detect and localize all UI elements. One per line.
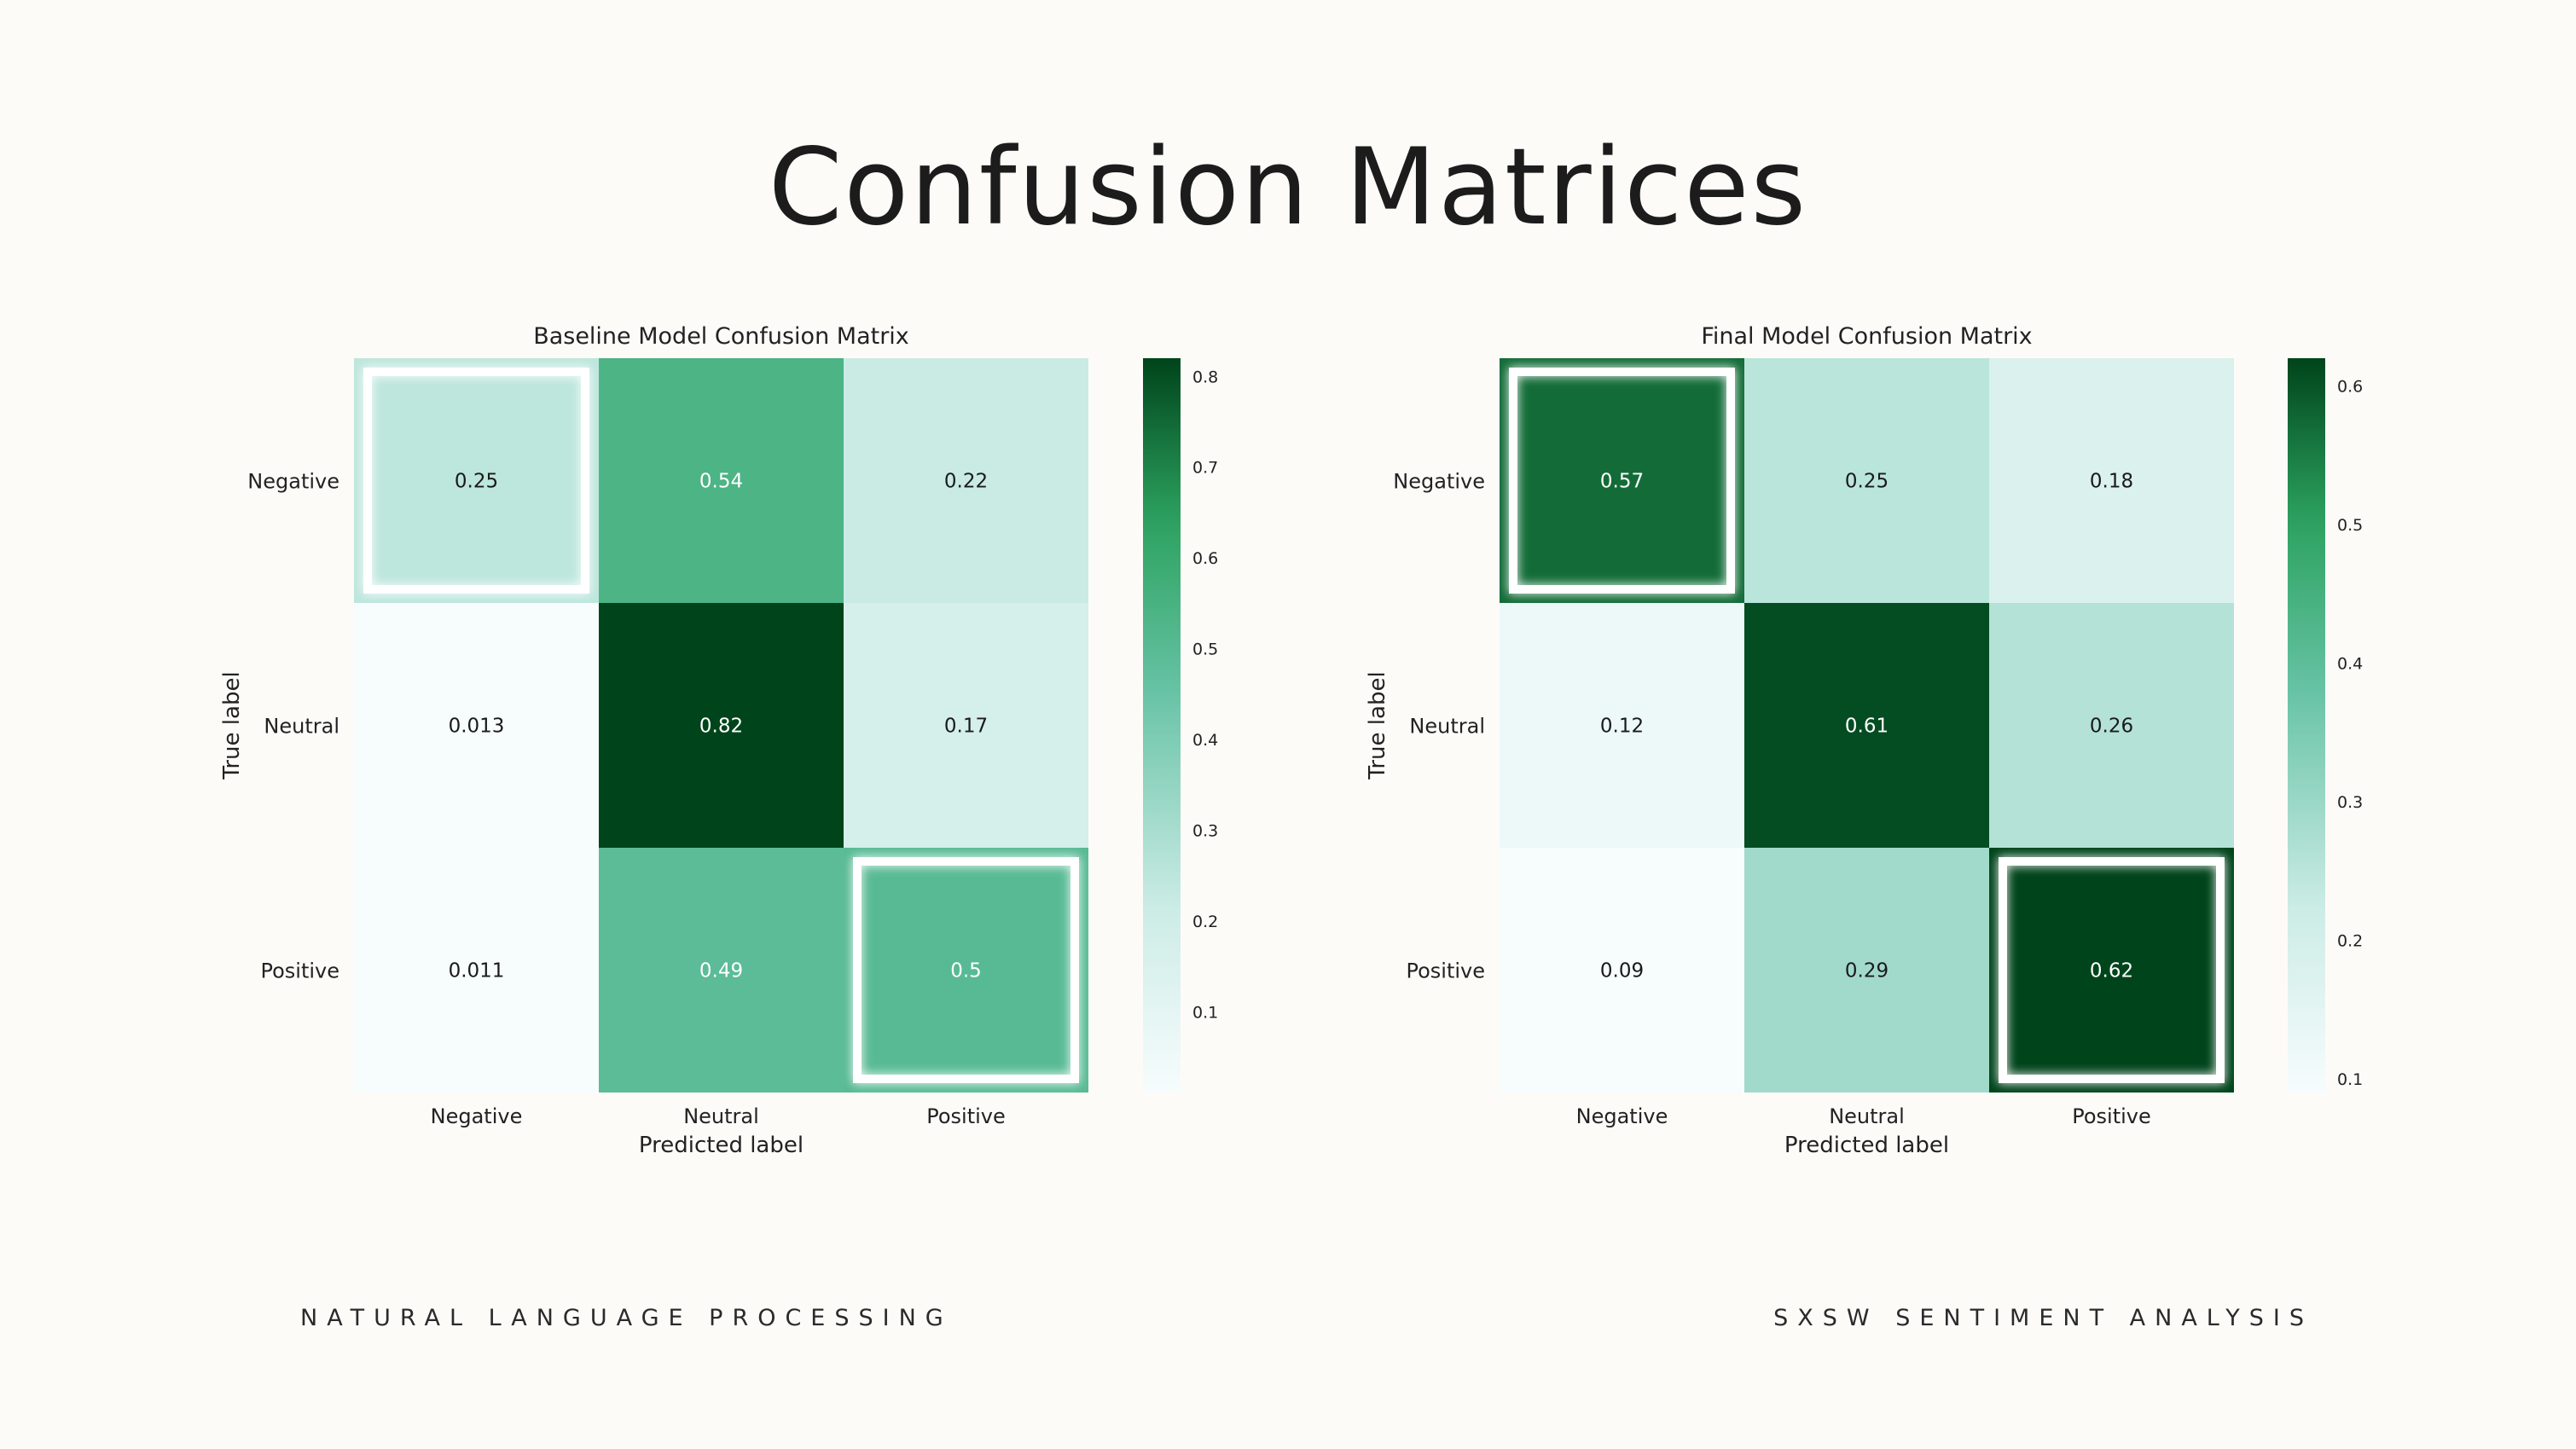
heatmap-cell: [599, 848, 844, 1093]
cell-value-label: 0.57: [1600, 471, 1644, 493]
heatmap-cell: [1500, 848, 1744, 1093]
cell-value-label: 0.29: [1845, 960, 1888, 982]
colorbar-tick-label: 0.1: [1192, 1003, 1218, 1022]
cell-value-label: 0.62: [2090, 960, 2133, 982]
x-axis-label: Predicted label: [1784, 1133, 1949, 1158]
colorbar-tick-label: 0.7: [1192, 459, 1218, 478]
cell-value-label: 0.09: [1600, 960, 1644, 982]
cell-value-label: 0.26: [2090, 716, 2133, 738]
cell-value-label: 0.12: [1600, 716, 1644, 738]
cell-value-label: 0.61: [1845, 716, 1888, 738]
x-axis-label: Predicted label: [639, 1133, 804, 1158]
heatmap-cell: [1989, 358, 2234, 603]
cell-value-label: 0.25: [1845, 471, 1888, 493]
cell-value-label: 0.5: [950, 960, 982, 982]
y-axis-label: True label: [219, 671, 245, 780]
x-tick-label: Negative: [431, 1104, 523, 1128]
x-tick-label: Neutral: [683, 1104, 759, 1128]
heatmap-cell: [1744, 848, 1989, 1093]
colorbar: [1143, 358, 1181, 1093]
heatmap-cell: [1500, 358, 1744, 603]
colorbar-tick-label: 0.3: [1192, 821, 1218, 840]
cell-value-label: 0.18: [2090, 471, 2133, 493]
y-tick-label: Positive: [260, 959, 339, 983]
heatmap-cell: [1989, 603, 2234, 848]
baseline-confusion-matrix: Baseline Model Confusion Matrix 0.25 0.54 0…: [219, 323, 1218, 1158]
final-confusion-matrix: Final Model Confusion Matrix 0.57 0.25 0.18…: [1365, 323, 2363, 1158]
cell-value-label: 0.011: [449, 960, 505, 982]
slide-title: Confusion Matrices: [768, 126, 1808, 249]
x-tick-label: Negative: [1576, 1104, 1668, 1128]
heatmap-cell: [1744, 603, 1989, 848]
heatmap-cell: [354, 848, 599, 1093]
colorbar-tick-label: 0.2: [1192, 913, 1218, 931]
colorbar-tick-label: 0.4: [1192, 731, 1218, 750]
highlight-box: [853, 857, 1079, 1083]
colorbar-tick-label: 0.1: [2337, 1070, 2363, 1089]
y-tick-label: Positive: [1406, 959, 1485, 983]
heatmap-cell: [1500, 603, 1744, 848]
heatmap-cell: [1744, 358, 1989, 603]
highlight-box: [1509, 368, 1735, 594]
cell-value-label: 0.22: [944, 471, 988, 493]
colorbar-tick-label: 0.6: [2337, 377, 2363, 396]
heatmap-cell: [844, 848, 1088, 1093]
cell-value-label: 0.013: [449, 716, 505, 738]
cell-value-label: 0.17: [944, 716, 988, 738]
cell-value-label: 0.54: [699, 471, 743, 493]
heatmap-cell: [1989, 848, 2234, 1093]
colorbar-tick-label: 0.4: [2337, 654, 2363, 673]
y-axis-label: True label: [1365, 671, 1390, 780]
heatmap-cell: [844, 358, 1088, 603]
heatmap-cell: [599, 603, 844, 848]
y-tick-label: Negative: [1393, 470, 1485, 494]
y-tick-label: Neutral: [264, 715, 339, 739]
chart-title: Baseline Model Confusion Matrix: [533, 323, 909, 350]
heatmap-cell: [354, 603, 599, 848]
chart-title: Final Model Confusion Matrix: [1701, 323, 2032, 350]
colorbar-tick-label: 0.2: [2337, 931, 2363, 950]
colorbar-tick-label: 0.6: [1192, 549, 1218, 568]
x-tick-label: Positive: [2072, 1104, 2151, 1128]
heatmap-cell: [599, 358, 844, 603]
y-tick-label: Negative: [247, 470, 339, 494]
highlight-box: [363, 368, 589, 594]
cell-value-label: 0.49: [699, 960, 743, 982]
heatmap-cell: [354, 358, 599, 603]
cell-value-label: 0.82: [699, 716, 743, 738]
x-tick-label: Neutral: [1829, 1104, 1905, 1128]
highlight-box: [1999, 857, 2225, 1083]
x-tick-label: Positive: [926, 1104, 1006, 1128]
footer-right-label: SXSW SENTIMENT ANALYSIS: [1773, 1305, 2313, 1331]
colorbar-tick-label: 0.5: [1192, 640, 1218, 659]
y-tick-label: Neutral: [1409, 715, 1485, 739]
colorbar-tick-label: 0.5: [2337, 516, 2363, 535]
colorbar: [2288, 358, 2325, 1093]
colorbar-tick-label: 0.8: [1192, 368, 1218, 386]
colorbar-tick-label: 0.3: [2337, 793, 2363, 812]
cell-value-label: 0.25: [455, 471, 498, 493]
footer-left-label: NATURAL LANGUAGE PROCESSING: [300, 1305, 953, 1331]
heatmap-cell: [844, 603, 1088, 848]
